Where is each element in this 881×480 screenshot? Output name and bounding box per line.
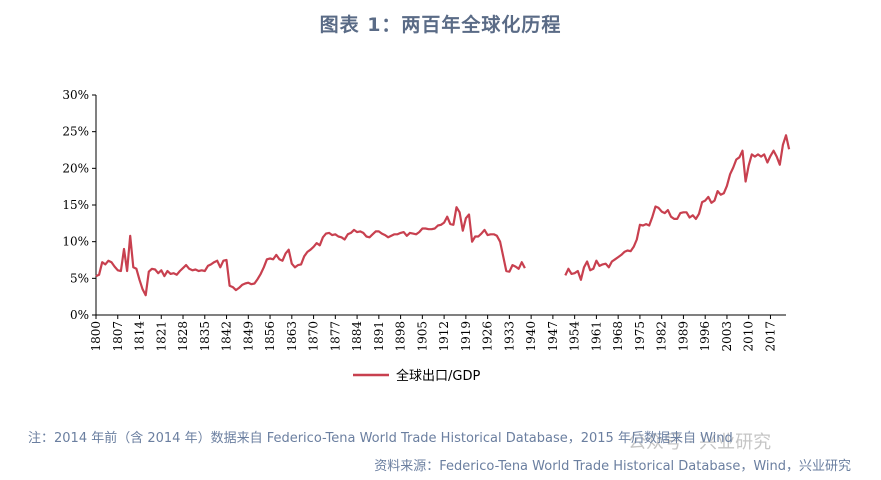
x-tick-label: 1835 [198,321,212,352]
x-tick-label: 1898 [394,321,408,352]
x-tick-label: 1828 [176,321,190,352]
y-tick-label: 5% [70,271,89,285]
y-tick-label: 20% [62,161,89,175]
x-tick-label: 1877 [328,321,342,352]
series-line [95,206,526,297]
x-tick-label: 1940 [524,321,538,352]
legend-label: 全球出口/GDP [396,368,480,384]
y-tick-label: 0% [70,308,89,322]
x-tick-label: 1968 [611,321,625,352]
x-tick-label: 1891 [372,321,386,352]
x-tick-label: 1947 [546,321,560,352]
x-axis: 1800 1807 1814 1821 1828 1835 1842 1849 1856 1863… [89,314,786,352]
y-tick-label: 10% [62,235,89,249]
x-tick-label: 1982 [655,321,669,352]
x-tick-label: 1996 [698,321,712,352]
x-tick-label: 1856 [263,321,277,352]
y-axis: 0% 5% 10% 15% 20% 25% 30% [62,88,97,322]
x-tick-label: 1961 [589,321,603,352]
x-tick-label: 1849 [241,321,255,352]
x-tick-label: 1912 [437,321,451,352]
x-tick-label: 1863 [285,321,299,352]
x-tick-label: 1989 [676,321,690,352]
x-tick-label: 1919 [459,321,473,352]
y-tick-label: 25% [62,125,89,139]
x-tick-label: 2010 [742,321,756,352]
y-tick-label: 30% [62,88,89,102]
x-tick-label: 1884 [350,321,364,352]
watermark: 公众号 · 兴业研究 [628,432,772,453]
x-tick-label: 2003 [720,321,734,352]
x-tick-label: 1814 [133,321,147,352]
x-tick-label: 1870 [307,321,321,352]
footnote: 注：2014 年前（含 2014 年）数据来自 Federico-Tena Wo… [28,431,733,446]
x-tick-label: 2017 [763,321,777,352]
x-tick-label: 1807 [111,321,125,352]
x-tick-label: 1933 [502,321,516,352]
x-tick-label: 1842 [220,321,234,352]
x-tick-label: 1975 [633,321,647,352]
x-tick-label: 1821 [154,321,168,352]
x-tick-label: 1905 [415,321,429,352]
source-line: 资料来源：Federico-Tena World Trade Historica… [374,459,851,474]
x-tick-label: 1954 [568,321,582,352]
x-tick-label: 1800 [89,321,103,352]
series-layer [95,134,791,297]
x-tick-label: 1926 [481,321,495,352]
chart-title: 图表 1：两百年全球化历程 [319,14,562,36]
series-line [564,134,791,281]
y-tick-label: 15% [62,198,89,212]
legend: 全球出口/GDP [353,368,480,384]
